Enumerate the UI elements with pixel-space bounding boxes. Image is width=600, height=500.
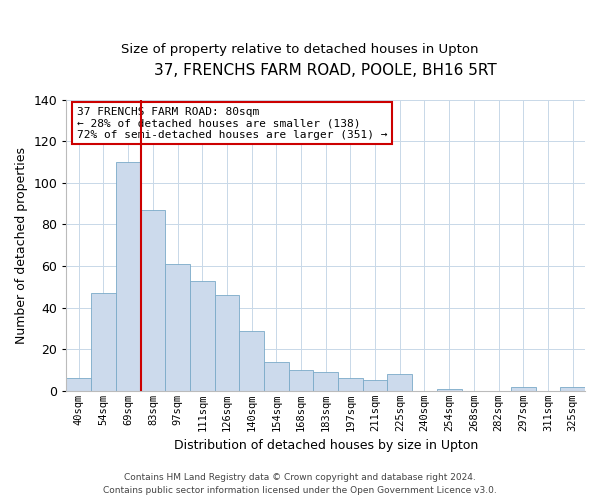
Bar	[165, 264, 190, 391]
Y-axis label: Number of detached properties: Number of detached properties	[15, 146, 28, 344]
Bar	[239, 330, 264, 391]
Bar	[91, 293, 116, 391]
Bar	[313, 372, 338, 391]
Bar	[190, 280, 215, 391]
Bar	[511, 386, 536, 391]
X-axis label: Distribution of detached houses by size in Upton: Distribution of detached houses by size …	[173, 440, 478, 452]
Bar	[388, 374, 412, 391]
Bar	[140, 210, 165, 391]
Bar	[338, 378, 363, 391]
Text: Contains HM Land Registry data © Crown copyright and database right 2024.
Contai: Contains HM Land Registry data © Crown c…	[103, 473, 497, 495]
Bar	[289, 370, 313, 391]
Bar	[116, 162, 140, 391]
Bar	[560, 386, 585, 391]
Bar	[264, 362, 289, 391]
Bar	[437, 389, 461, 391]
Bar	[215, 295, 239, 391]
Bar	[363, 380, 388, 391]
Title: 37, FRENCHS FARM ROAD, POOLE, BH16 5RT: 37, FRENCHS FARM ROAD, POOLE, BH16 5RT	[154, 62, 497, 78]
Bar	[67, 378, 91, 391]
Text: 37 FRENCHS FARM ROAD: 80sqm
← 28% of detached houses are smaller (138)
72% of se: 37 FRENCHS FARM ROAD: 80sqm ← 28% of det…	[77, 107, 388, 140]
Text: Size of property relative to detached houses in Upton: Size of property relative to detached ho…	[121, 42, 479, 56]
